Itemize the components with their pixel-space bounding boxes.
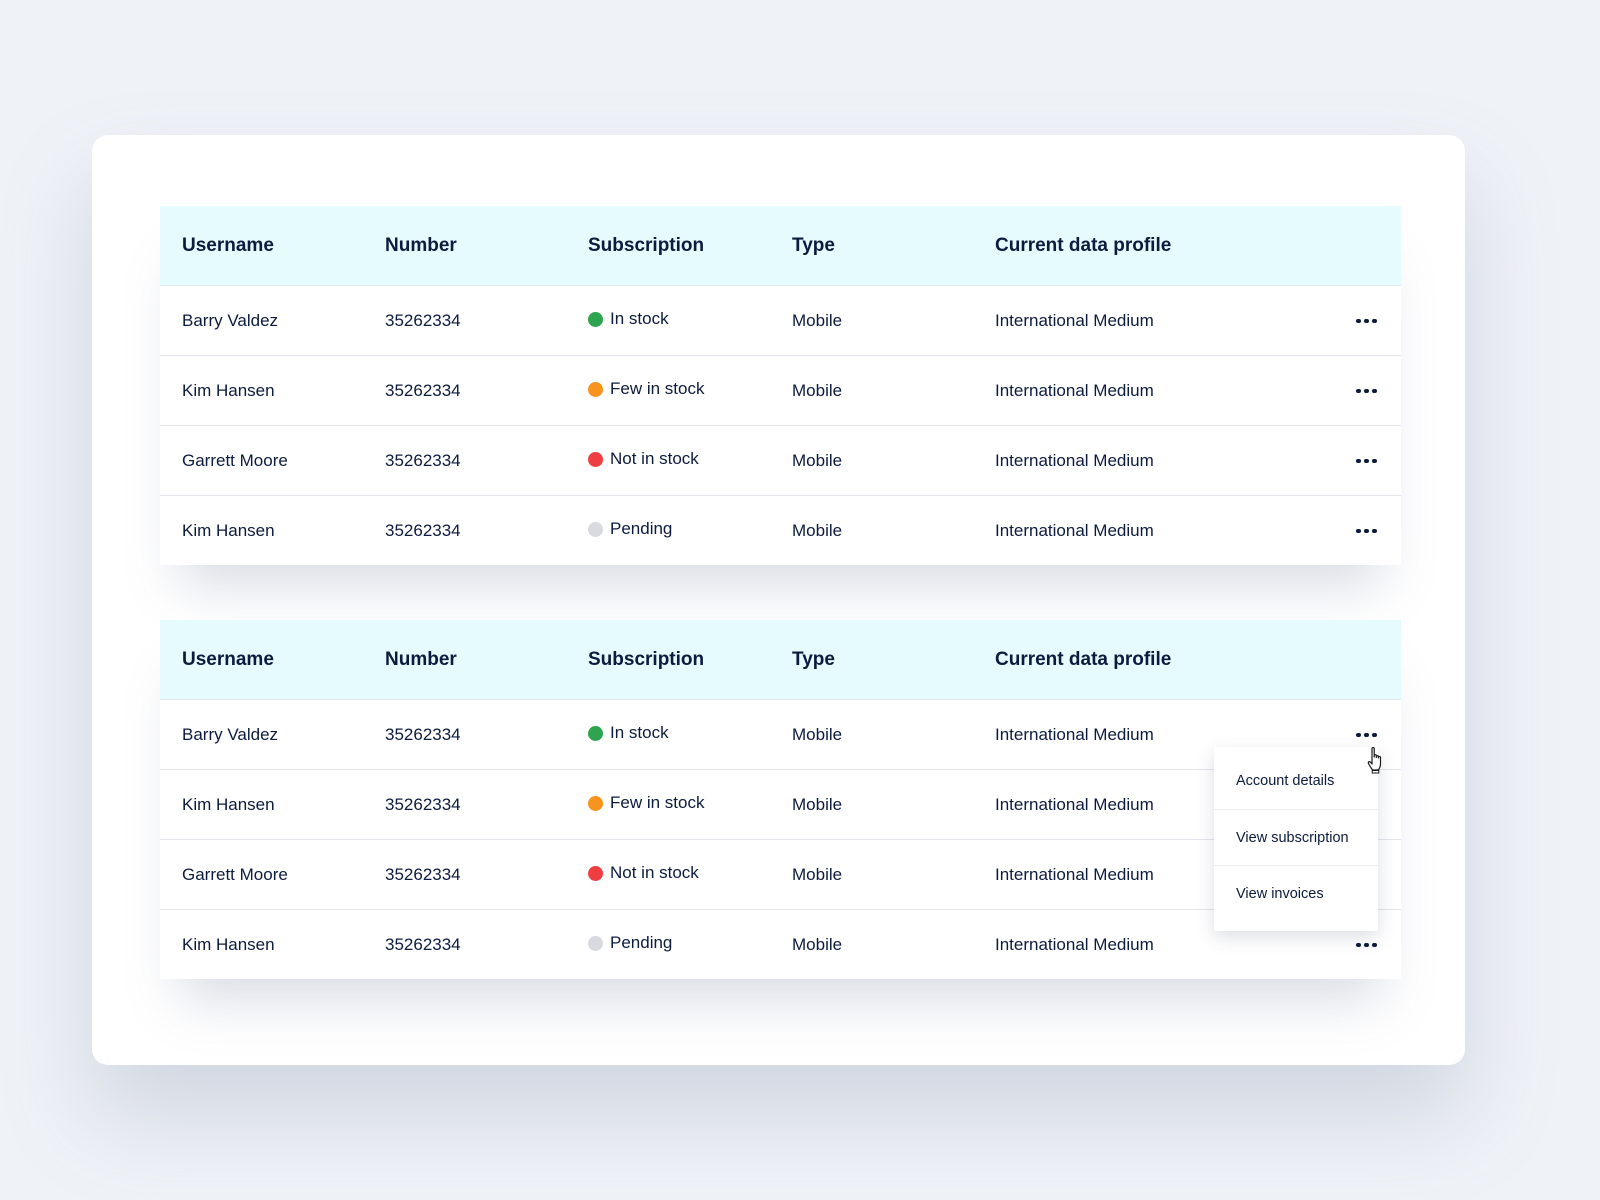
data-profile-cell: International Medium — [995, 450, 1154, 470]
subscription-status: Few in stock — [610, 793, 705, 813]
number-cell: 35262334 — [385, 794, 461, 814]
table-row[interactable]: Garrett Moore 35262334 Not in stock Mobi… — [160, 839, 1401, 909]
more-horizontal-icon[interactable] — [1355, 386, 1379, 396]
column-header-type[interactable]: Type — [792, 648, 835, 670]
username-cell: Garrett Moore — [182, 450, 288, 470]
status-badge: Pending — [588, 933, 672, 953]
status-dot-icon — [588, 451, 603, 467]
more-horizontal-icon[interactable] — [1355, 526, 1379, 536]
type-cell: Mobile — [792, 380, 843, 400]
username-cell: Garrett Moore — [182, 864, 288, 884]
data-profile-cell: International Medium — [995, 380, 1154, 400]
column-header-type[interactable]: Type — [792, 234, 835, 256]
hand-pointer-icon — [1367, 747, 1382, 774]
subscription-status: In stock — [610, 309, 669, 329]
type-cell: Mobile — [792, 310, 843, 330]
number-cell: 35262334 — [385, 450, 461, 470]
status-dot-icon — [588, 795, 603, 811]
table-row[interactable]: Barry Valdez 35262334 In stock Mobile In… — [160, 285, 1401, 355]
status-badge: In stock — [588, 723, 669, 743]
username-cell: Kim Hansen — [182, 520, 275, 540]
row-actions-menu: Account details View subscription View i… — [1214, 747, 1378, 931]
data-profile-cell: International Medium — [995, 864, 1154, 884]
number-cell: 35262334 — [385, 310, 461, 330]
subscription-status: Few in stock — [610, 379, 705, 399]
table-row[interactable]: Barry Valdez 35262334 In stock Mobile In… — [160, 699, 1401, 769]
column-header-number[interactable]: Number — [385, 648, 457, 670]
subscription-status: Pending — [610, 933, 673, 953]
data-profile-cell: International Medium — [995, 520, 1154, 540]
more-horizontal-icon[interactable] — [1355, 316, 1379, 326]
username-cell: Barry Valdez — [182, 310, 279, 330]
type-cell: Mobile — [792, 864, 843, 884]
status-dot-icon — [588, 725, 603, 741]
column-header-data-profile[interactable]: Current data profile — [995, 648, 1172, 670]
status-badge: Not in stock — [588, 449, 699, 469]
status-dot-icon — [588, 521, 603, 537]
table-header: Username Number Subscription Type Curren… — [160, 206, 1401, 285]
table-row[interactable]: Kim Hansen 35262334 Pending Mobile Inter… — [160, 495, 1401, 565]
type-cell: Mobile — [792, 724, 843, 744]
status-dot-icon — [588, 935, 603, 951]
table-header: Username Number Subscription Type Curren… — [160, 620, 1401, 699]
table-row[interactable]: Kim Hansen 35262334 Few in stock Mobile … — [160, 355, 1401, 425]
subscription-status: Not in stock — [610, 863, 699, 883]
data-profile-cell: International Medium — [995, 310, 1154, 330]
number-cell: 35262334 — [385, 934, 461, 954]
data-profile-cell: International Medium — [995, 724, 1154, 744]
data-profile-cell: International Medium — [995, 794, 1154, 814]
status-dot-icon — [588, 865, 603, 881]
column-header-data-profile[interactable]: Current data profile — [995, 234, 1172, 256]
username-cell: Kim Hansen — [182, 794, 275, 814]
column-header-username[interactable]: Username — [182, 234, 274, 256]
content-card: Username Number Subscription Type Curren… — [92, 135, 1465, 1065]
column-header-subscription[interactable]: Subscription — [588, 648, 705, 670]
status-badge: Few in stock — [588, 793, 704, 813]
subscription-status: Pending — [610, 519, 673, 539]
username-cell: Barry Valdez — [182, 724, 279, 744]
accounts-table-with-menu: Username Number Subscription Type Curren… — [160, 620, 1401, 979]
type-cell: Mobile — [792, 450, 843, 470]
type-cell: Mobile — [792, 934, 843, 954]
type-cell: Mobile — [792, 520, 843, 540]
table-row[interactable]: Kim Hansen 35262334 Few in stock Mobile … — [160, 769, 1401, 839]
menu-item-account-details[interactable]: Account details — [1236, 773, 1335, 789]
status-badge: Few in stock — [588, 379, 704, 399]
subscription-status: In stock — [610, 723, 669, 743]
more-horizontal-icon[interactable] — [1355, 940, 1379, 950]
table-row[interactable]: Kim Hansen 35262334 Pending Mobile Inter… — [160, 909, 1401, 979]
column-header-username[interactable]: Username — [182, 648, 274, 670]
accounts-table: Username Number Subscription Type Curren… — [160, 206, 1401, 565]
status-badge: Not in stock — [588, 863, 699, 883]
status-dot-icon — [588, 381, 603, 397]
number-cell: 35262334 — [385, 724, 461, 744]
number-cell: 35262334 — [385, 520, 461, 540]
column-header-number[interactable]: Number — [385, 234, 457, 256]
menu-item-view-invoices[interactable]: View invoices — [1214, 865, 1378, 921]
username-cell: Kim Hansen — [182, 934, 275, 954]
data-profile-cell: International Medium — [995, 934, 1154, 954]
more-horizontal-icon[interactable] — [1355, 456, 1379, 466]
number-cell: 35262334 — [385, 380, 461, 400]
menu-item-view-subscription[interactable]: View subscription — [1214, 809, 1378, 865]
table-row[interactable]: Garrett Moore 35262334 Not in stock Mobi… — [160, 425, 1401, 495]
status-badge: Pending — [588, 519, 672, 539]
status-dot-icon — [588, 311, 603, 327]
subscription-status: Not in stock — [610, 449, 699, 469]
status-badge: In stock — [588, 309, 669, 329]
type-cell: Mobile — [792, 794, 843, 814]
column-header-subscription[interactable]: Subscription — [588, 234, 705, 256]
username-cell: Kim Hansen — [182, 380, 275, 400]
number-cell: 35262334 — [385, 864, 461, 884]
more-horizontal-icon[interactable] — [1355, 730, 1379, 740]
